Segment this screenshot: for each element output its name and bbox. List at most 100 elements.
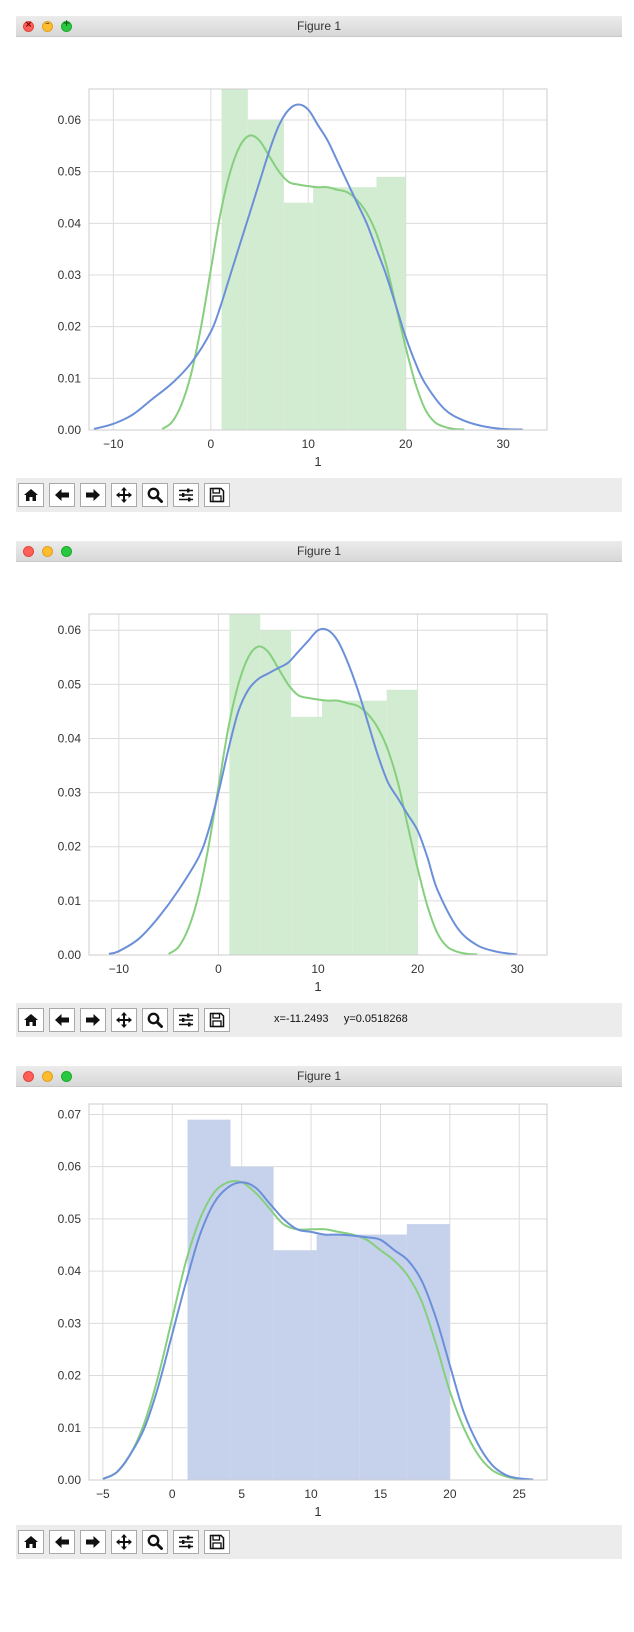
back-button[interactable]: [49, 1008, 75, 1032]
configure-subplots-button[interactable]: [173, 483, 199, 507]
histogram: [221, 89, 406, 430]
y-tick-label: 0.00: [58, 1473, 82, 1487]
distribution-chart[interactable]: −10 0 10 20 30 0.00 0.01 0.02 0.03 0.04 0.05 0.06 1: [16, 561, 622, 1001]
figure-window-1: × – + Figure 1 −10 0 10 20 30 0.00 0.01 0.02 0.0…: [16, 16, 622, 512]
home-icon: [23, 1535, 39, 1549]
distribution-chart[interactable]: −5 0 5 10 15 20 25 0.00 0.01 0.02 0.03 0.04 0.05 0.06…: [16, 1086, 622, 1556]
histogram-bar: [376, 176, 406, 430]
x-tick-label: 15: [374, 1487, 388, 1501]
pan-button[interactable]: [111, 483, 137, 507]
back-button[interactable]: [49, 1530, 75, 1554]
x-tick-label: 0: [207, 437, 214, 451]
y-tick-label: 0.06: [58, 113, 82, 127]
plot-area[interactable]: −10 0 10 20 30 0.00 0.01 0.02 0.03 0.04 0.05 0.06 1: [16, 36, 622, 481]
y-tick-label: 0.04: [58, 1264, 82, 1278]
forward-arrow-icon: [85, 1535, 101, 1549]
zoom-window-button[interactable]: [61, 546, 72, 557]
zoom-button[interactable]: [142, 1008, 168, 1032]
minimize-window-button[interactable]: [42, 1071, 53, 1082]
home-button[interactable]: [18, 483, 44, 507]
minimize-window-button[interactable]: [42, 546, 53, 557]
histogram-bar: [316, 1234, 360, 1480]
zoom-button[interactable]: [142, 1530, 168, 1554]
x-tick-label: −10: [103, 437, 124, 451]
forward-button[interactable]: [80, 483, 106, 507]
x-tick-label: 0: [169, 1487, 176, 1501]
y-tick-label: 0.05: [58, 677, 82, 691]
x-tick-label: 10: [304, 1487, 318, 1501]
minimize-window-button[interactable]: –: [42, 19, 53, 32]
close-window-button[interactable]: ×: [23, 20, 34, 32]
y-tick-label: 0.01: [58, 894, 82, 908]
kde-curve: [168, 645, 478, 956]
forward-button[interactable]: [80, 1008, 106, 1032]
save-floppy-icon: [209, 487, 225, 503]
plot-area[interactable]: −5 0 5 10 15 20 25 0.00 0.01 0.02 0.03 0.04 0.05 0.06…: [16, 1086, 622, 1561]
forward-arrow-icon: [85, 1013, 101, 1027]
window-titlebar[interactable]: Figure 1: [16, 1066, 622, 1087]
x-axis-label: 1: [314, 1504, 321, 1519]
pan-move-icon: [116, 1012, 132, 1028]
back-arrow-icon: [54, 1013, 70, 1027]
window-title: Figure 1: [296, 1069, 342, 1083]
plot-area[interactable]: −10 0 10 20 30 0.00 0.01 0.02 0.03 0.04 0.05 0.06 1: [16, 561, 622, 1006]
y-tick-label: 0.06: [58, 1160, 82, 1174]
zoom-window-button[interactable]: [61, 1071, 72, 1082]
x-tick-label: 20: [411, 962, 425, 976]
pan-move-icon: [116, 1534, 132, 1550]
x-axis-label: 1: [314, 979, 321, 994]
kde-curve: [102, 1181, 534, 1481]
configure-subplots-button[interactable]: [173, 1008, 199, 1032]
save-button[interactable]: [204, 1530, 230, 1554]
x-tick-label: 30: [510, 962, 524, 976]
pan-move-icon: [116, 487, 132, 503]
save-button[interactable]: [204, 1008, 230, 1032]
configure-subplots-icon: [178, 487, 194, 503]
kde-curve: [102, 1180, 534, 1481]
pan-button[interactable]: [111, 1008, 137, 1032]
figure-window-3: Figure 1 −5 0 5 10 15 20 25 0.00 0.01 0.02 0.03 0.0…: [16, 1066, 622, 1596]
histogram-bar: [406, 1224, 450, 1480]
configure-subplots-button[interactable]: [173, 1530, 199, 1554]
close-window-button[interactable]: [23, 546, 34, 557]
forward-button[interactable]: [80, 1530, 106, 1554]
home-icon: [23, 1013, 39, 1027]
y-tick-label: 0.03: [58, 1316, 82, 1330]
zoom-button[interactable]: [142, 483, 168, 507]
x-tick-label: −5: [96, 1487, 110, 1501]
y-tick-label: 0.05: [58, 1212, 82, 1226]
zoom-magnifier-icon: [147, 1534, 163, 1550]
navigation-toolbar: [16, 478, 622, 512]
zoom-plus-icon: +: [62, 19, 71, 29]
histogram-bar: [229, 614, 261, 955]
home-button[interactable]: [18, 1530, 44, 1554]
kde-curve: [161, 134, 465, 431]
y-tick-label: 0.06: [58, 623, 82, 637]
configure-subplots-icon: [178, 1012, 194, 1028]
y-tick-label: 0.02: [58, 840, 82, 854]
close-window-button[interactable]: [23, 1071, 34, 1082]
axes-frame: [88, 613, 548, 956]
zoom-magnifier-icon: [147, 487, 163, 503]
back-button[interactable]: [49, 483, 75, 507]
histogram: [229, 614, 418, 955]
x-tick-label: 10: [311, 962, 325, 976]
x-tick-label: 25: [513, 1487, 527, 1501]
window-titlebar[interactable]: × – + Figure 1: [16, 16, 622, 37]
x-tick-label: 30: [496, 437, 510, 451]
x-tick-label: 20: [443, 1487, 457, 1501]
y-tick-label: 0.05: [58, 165, 82, 179]
axes-frame: [88, 1103, 548, 1481]
home-button[interactable]: [18, 1008, 44, 1032]
y-tick-label: 0.01: [58, 1421, 82, 1435]
window-titlebar[interactable]: Figure 1: [16, 541, 622, 562]
zoom-window-button[interactable]: +: [61, 19, 72, 32]
save-button[interactable]: [204, 483, 230, 507]
y-tick-label: 0.04: [58, 216, 82, 230]
y-tick-label: 0.00: [58, 948, 82, 962]
back-arrow-icon: [54, 488, 70, 502]
y-tick-label: 0.00: [58, 423, 82, 437]
pan-button[interactable]: [111, 1530, 137, 1554]
histogram-bar: [260, 630, 292, 955]
distribution-chart[interactable]: −10 0 10 20 30 0.00 0.01 0.02 0.03 0.04 0.05 0.06 1: [16, 36, 622, 476]
